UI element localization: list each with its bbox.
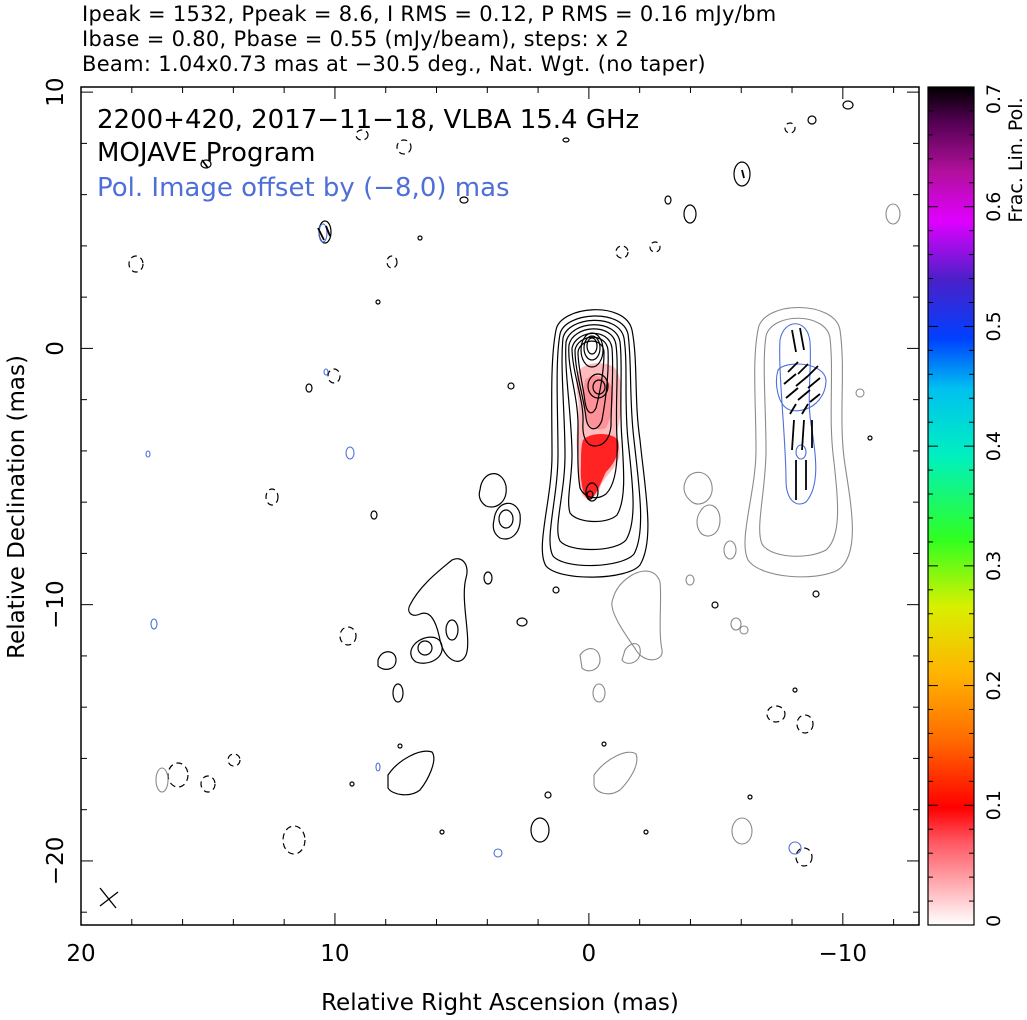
colorbar: 0 0.1 0.2 0.3 0.4 0.5 0.6 0.7 Frac. Lin. Pol. xyxy=(927,84,1027,927)
x-axis-label: Relative Right Ascension (mas) xyxy=(321,990,679,1016)
y-axis-label: Relative Declination (mas) xyxy=(4,355,30,659)
y-tick-label: 0 xyxy=(43,341,69,356)
pol-intensity-contours xyxy=(155,203,901,845)
header-line-3: Beam: 1.04x0.73 mas at −30.5 deg., Nat. … xyxy=(82,52,706,76)
colorbar-tick-label: 0 xyxy=(983,915,1005,927)
x-tick-label: 0 xyxy=(582,941,597,967)
colorbar-gradient xyxy=(927,86,975,926)
colorbar-tick-label: 0.3 xyxy=(983,551,1005,581)
evpa-vectors xyxy=(201,159,821,500)
colorbar-tick-label: 0.7 xyxy=(983,84,1005,114)
colorbar-tick-label: 0.6 xyxy=(983,192,1005,222)
header-line-2: Ibase = 0.80, Pbase = 0.55 (mJy/beam), s… xyxy=(82,27,630,51)
x-tick-label: 10 xyxy=(320,941,349,967)
y-tick-label: −20 xyxy=(43,837,69,886)
colorbar-tick-label: 0.1 xyxy=(983,790,1005,820)
colorbar-tick-label: 0.4 xyxy=(983,431,1005,461)
y-tick-label: 10 xyxy=(43,77,69,106)
plot-frame xyxy=(80,86,920,926)
header-line-1: Ipeak = 1532, Ppeak = 8.6, I RMS = 0.12,… xyxy=(82,2,777,26)
axis-ticks: 20 10 0 −10 10 0 −10 −20 xyxy=(43,77,919,967)
colorbar-ticks: 0 0.1 0.2 0.3 0.4 0.5 0.6 0.7 xyxy=(928,84,1005,927)
beam-symbol xyxy=(99,887,119,909)
pol-blue-contours xyxy=(145,223,827,858)
pol-offset-label: Pol. Image offset by (−8,0) mas xyxy=(97,173,510,203)
colorbar-tick-label: 0.5 xyxy=(983,311,1005,341)
program-label: MOJAVE Program xyxy=(97,138,315,168)
x-tick-label: 20 xyxy=(66,941,95,967)
x-tick-label: −10 xyxy=(819,941,868,967)
colorbar-tick-label: 0.2 xyxy=(983,670,1005,700)
y-tick-label: −10 xyxy=(43,580,69,629)
total-intensity-contours xyxy=(128,100,873,867)
colorbar-label: Frac. Lin. Pol. xyxy=(1005,97,1027,222)
map-title: 2200+420, 2017−11−18, VLBA 15.4 GHz xyxy=(97,105,639,135)
